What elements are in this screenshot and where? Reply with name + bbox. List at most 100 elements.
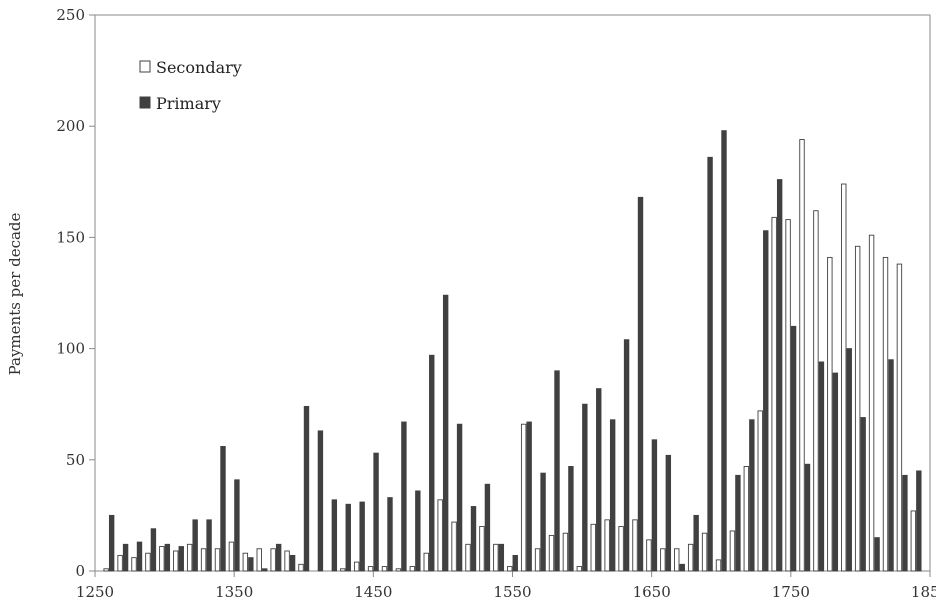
bar-primary [289, 554, 296, 572]
bar-primary [554, 370, 560, 572]
bar-secondary [827, 256, 833, 572]
y-tick-label: 100 [56, 340, 85, 358]
bar-primary [108, 514, 115, 572]
bar-primary [359, 501, 365, 572]
bar-primary [707, 156, 713, 572]
x-tick-label: 1850 [911, 583, 936, 601]
y-tick-label: 0 [75, 562, 85, 580]
bar-primary [456, 423, 463, 572]
bar-secondary [841, 183, 847, 572]
bar-secondary [701, 532, 708, 572]
x-tick-label: 1450 [354, 583, 392, 601]
bar-primary [860, 417, 866, 572]
bar-primary [442, 294, 449, 572]
bar-primary [665, 454, 672, 572]
x-tick-label: 1350 [215, 583, 253, 601]
bar-primary [596, 388, 602, 572]
bar-secondary [298, 563, 304, 572]
bar-secondary [910, 510, 917, 572]
bar-secondary [409, 566, 416, 572]
bar-secondary [618, 526, 624, 572]
bar-secondary [423, 552, 429, 572]
bar-secondary [646, 539, 652, 572]
bar-secondary [632, 519, 638, 572]
bar-primary [415, 490, 421, 572]
bar-secondary [507, 566, 513, 572]
bar-secondary [340, 568, 346, 572]
bar-primary [804, 463, 811, 572]
bar-secondary [242, 552, 249, 572]
bar-primary [275, 543, 282, 572]
bar-primary [609, 419, 616, 572]
bar-primary [651, 439, 658, 572]
bar-primary [429, 354, 435, 572]
bar-primary [248, 557, 254, 572]
bar-primary [623, 339, 630, 572]
bar-secondary [270, 548, 276, 572]
bar-primary [317, 430, 324, 572]
bar-primary [484, 483, 491, 572]
bar-primary [735, 474, 741, 572]
legend: Secondary Primary [139, 58, 242, 113]
bar-primary [373, 452, 379, 572]
bar-primary [234, 479, 240, 572]
bar-primary [832, 372, 839, 572]
bar-secondary [590, 523, 596, 572]
bar-secondary [868, 234, 875, 572]
bar-primary [902, 474, 908, 572]
bar-secondary [715, 559, 722, 572]
y-tick-label: 250 [56, 6, 85, 24]
bar-primary [763, 230, 769, 572]
bar-secondary [604, 519, 610, 572]
bar-secondary [173, 550, 179, 572]
bar-secondary [785, 219, 791, 572]
bar-primary [136, 541, 143, 572]
bar-secondary [131, 557, 137, 572]
x-tick-label: 1650 [633, 583, 671, 601]
bar-secondary [743, 466, 750, 572]
bar-primary [540, 472, 546, 572]
bar-secondary [896, 263, 903, 572]
bar-secondary [214, 548, 221, 572]
bar-secondary [562, 532, 569, 572]
bar-primary [206, 519, 212, 572]
bar-secondary [660, 548, 666, 572]
legend-swatch-primary [139, 96, 151, 109]
bar-primary [192, 519, 198, 572]
bar-primary [122, 543, 129, 572]
bar-secondary [256, 548, 262, 572]
bar-primary [345, 503, 351, 572]
x-tick-label: 1750 [772, 583, 810, 601]
y-tick-label: 200 [56, 117, 85, 135]
y-tick-label: 150 [56, 228, 85, 246]
bar-primary [749, 419, 755, 572]
bar-secondary [854, 245, 861, 572]
bar-primary [916, 470, 922, 572]
bar-primary [846, 348, 852, 572]
bar-primary [303, 405, 310, 572]
bar-primary [888, 359, 894, 572]
bar-secondary [437, 499, 443, 572]
legend-label-primary: Primary [156, 94, 221, 113]
bar-secondary [159, 546, 165, 572]
bar-secondary [479, 526, 485, 572]
bar-primary [721, 130, 727, 572]
bar-primary [568, 466, 574, 572]
bar-secondary [103, 568, 109, 572]
bar-primary [498, 543, 505, 572]
bar-secondary [451, 521, 457, 572]
bar-primary [401, 421, 407, 572]
x-tick-label: 1250 [76, 583, 114, 601]
bar-primary [470, 506, 477, 572]
bar-secondary [284, 550, 290, 572]
bar-secondary [145, 552, 151, 572]
bar-secondary [729, 530, 736, 572]
bar-secondary [771, 216, 777, 572]
bar-primary [262, 568, 268, 572]
bar-secondary [228, 541, 235, 572]
bar-secondary [534, 548, 541, 572]
bars-layer [103, 130, 922, 572]
bar-secondary [381, 566, 388, 572]
